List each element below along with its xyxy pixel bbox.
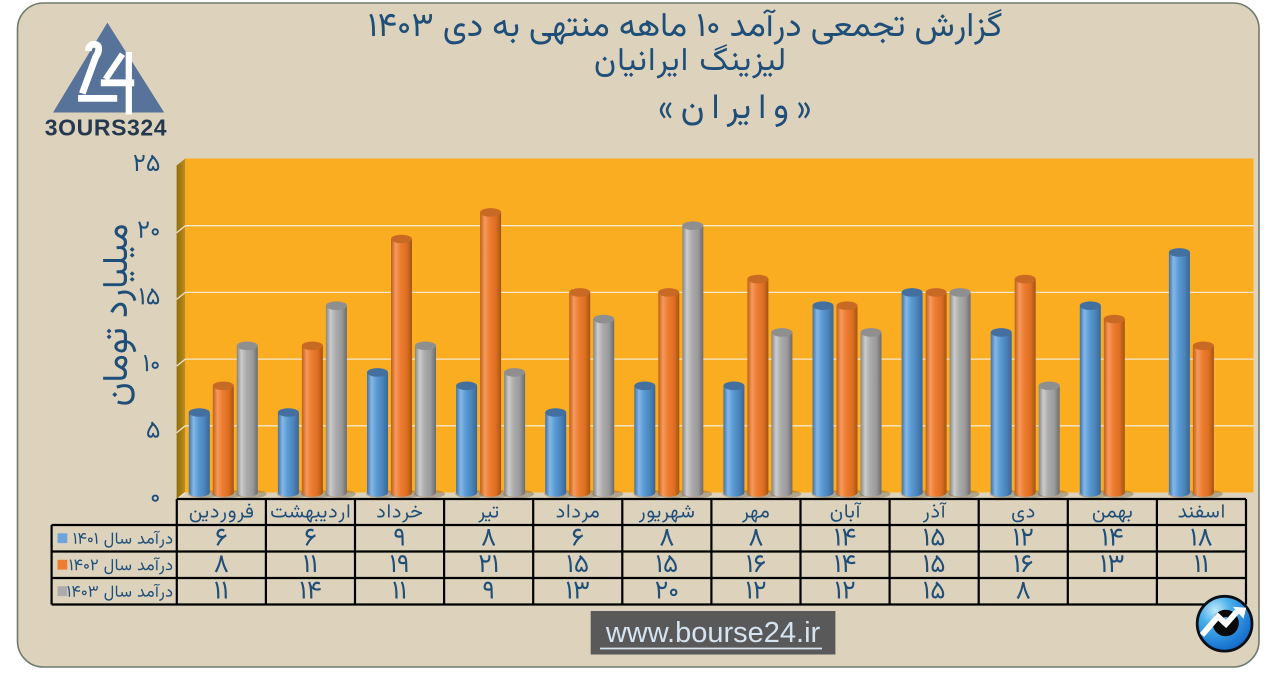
svg-text:3OURS324: 3OURS324 (45, 115, 167, 141)
svg-text:www.bourse24.ir: www.bourse24.ir (605, 617, 821, 649)
